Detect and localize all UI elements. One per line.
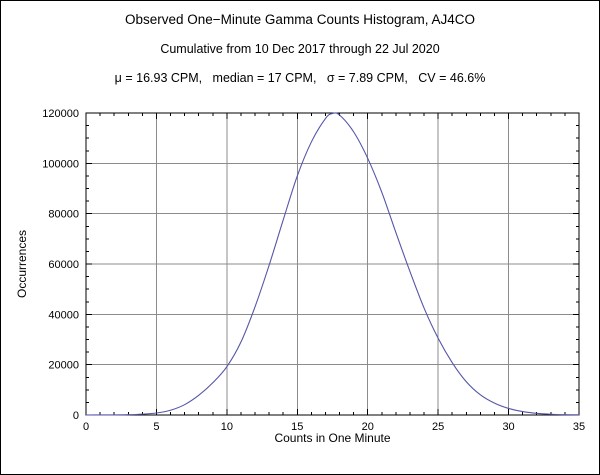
chart-title: Observed One−Minute Gamma Counts Histogr… bbox=[124, 12, 476, 27]
x-tick-label: 10 bbox=[221, 421, 233, 433]
x-tick-label: 0 bbox=[83, 421, 89, 433]
x-tick-label: 20 bbox=[362, 421, 374, 433]
y-tick-label: 120000 bbox=[42, 108, 79, 120]
stats-line: μ = 16.93 CPM, median = 17 CPM, σ = 7.89… bbox=[114, 71, 486, 85]
x-tick-label: 35 bbox=[573, 421, 585, 433]
x-axis-label: Counts in One Minute bbox=[274, 431, 391, 445]
histogram-curve bbox=[85, 112, 580, 416]
y-tick-label: 100000 bbox=[42, 158, 79, 170]
x-tick-label: 25 bbox=[432, 421, 444, 433]
y-tick-label: 20000 bbox=[48, 360, 79, 372]
y-tick-label: 40000 bbox=[48, 309, 79, 321]
chart-subtitle: Cumulative from 10 Dec 2017 through 22 J… bbox=[160, 42, 440, 56]
y-tick-label: 60000 bbox=[48, 259, 79, 271]
y-tick-label: 0 bbox=[73, 410, 79, 422]
y-tick-label: 80000 bbox=[48, 209, 79, 221]
x-tick-label: 5 bbox=[153, 421, 159, 433]
x-tick-label: 30 bbox=[502, 421, 514, 433]
x-tick-label: 15 bbox=[291, 421, 303, 433]
